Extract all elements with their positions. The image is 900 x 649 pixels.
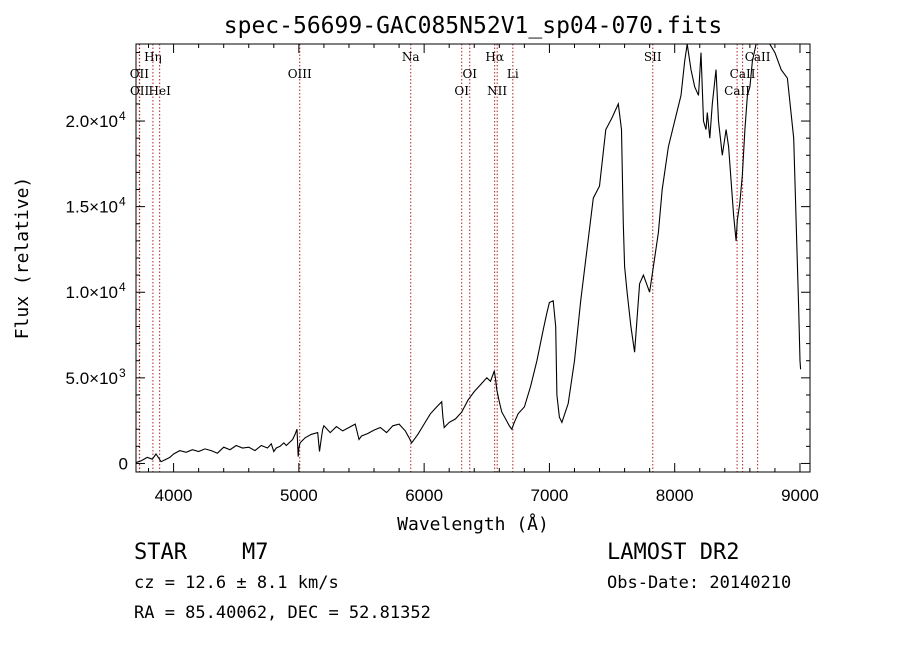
line-label-8: Hα <box>485 50 504 64</box>
x-tick-label-2: 6000 <box>405 486 443 505</box>
y-tick-label-4: 2.0×10 <box>66 112 118 131</box>
x-tick-label-4: 8000 <box>656 486 694 505</box>
line-label-7: OI <box>454 84 469 98</box>
line-label-1: OII <box>130 67 150 81</box>
y-tick-label-3: 1.5×10 <box>66 198 118 217</box>
object-subclass: M7 <box>242 540 269 565</box>
x-axis-label: Wavelength (Å) <box>397 513 549 535</box>
spectrum-series <box>136 44 802 464</box>
y-tick-label-1: 5.0×10 <box>66 369 118 388</box>
spectrum-chart: spec-56699-GAC085N52V1_sp04-070.fits Hη OI… <box>12 13 819 535</box>
line-label-14: CaII <box>724 84 750 98</box>
survey-label: LAMOST DR2 <box>607 540 740 565</box>
y-tick-exponent-2: 4 <box>119 280 126 294</box>
x-tick-label-0: 4000 <box>155 486 193 505</box>
y-tick-exponent-1: 3 <box>119 366 126 380</box>
coordinates-readout: RA = 85.40062, DEC = 52.81352 <box>134 603 431 623</box>
y-axis-label: Flux (relative) <box>12 177 33 340</box>
chart-title: spec-56699-GAC085N52V1_sp04-070.fits <box>224 13 723 39</box>
line-label-5: Na <box>402 50 420 64</box>
line-label-3: HeI <box>149 84 172 98</box>
redshift-readout: cz = 12.6 ± 8.1 km/s <box>134 573 339 593</box>
line-label-12: CaII <box>745 50 771 64</box>
x-tick-label-5: 9000 <box>781 486 819 505</box>
line-label-11: SII <box>644 50 662 64</box>
line-label-4: OIII <box>288 67 312 81</box>
obs-date: Obs-Date: 20140210 <box>607 573 792 593</box>
x-tick-label-3: 7000 <box>531 486 569 505</box>
y-tick-exponent-3: 4 <box>119 195 126 209</box>
object-class: STAR <box>134 540 187 565</box>
line-label-9: NII <box>487 84 507 98</box>
line-label-13: CaII <box>730 67 756 81</box>
x-tick-label-1: 5000 <box>280 486 318 505</box>
y-tick-exponent-4: 4 <box>119 109 126 123</box>
line-label-6: OI <box>462 67 477 81</box>
line-label-10: Li <box>507 67 519 81</box>
y-tick-label-2: 1.0×10 <box>66 283 118 302</box>
line-label-2: OII <box>130 84 150 98</box>
line-label-0: Hη <box>144 50 162 64</box>
plot-frame <box>135 43 811 473</box>
y-tick-label-0: 0 <box>119 454 128 473</box>
